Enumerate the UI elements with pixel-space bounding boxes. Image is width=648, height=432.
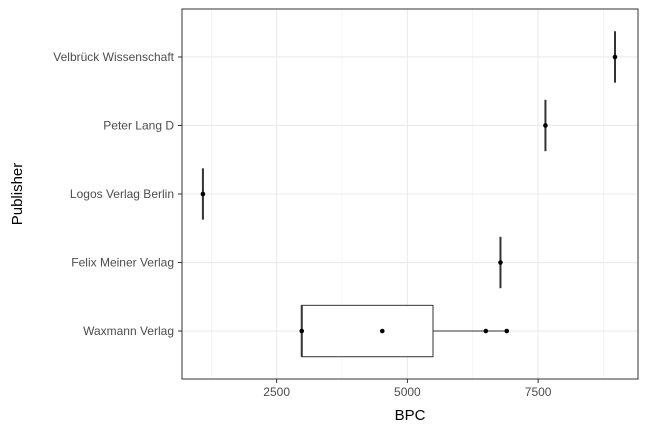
- y-axis: Waxmann Verlag Felix Meiner Verlag Logos V…: [53, 50, 182, 338]
- data-point: [299, 328, 305, 334]
- data-point: [612, 54, 618, 60]
- y-tick-label: Felix Meiner Verlag: [71, 256, 174, 270]
- grid-major: [182, 9, 638, 379]
- data-point: [498, 260, 503, 265]
- y-axis-title: Publisher: [9, 163, 26, 226]
- data-point: [504, 328, 510, 334]
- x-tick-label: 2500: [263, 385, 290, 399]
- x-tick-label: 5000: [394, 385, 421, 399]
- x-tick-label: 7500: [525, 385, 552, 399]
- y-tick-label: Waxmann Verlag: [83, 324, 174, 338]
- points: [200, 54, 618, 334]
- data-point: [200, 191, 206, 197]
- x-axis-title: BPC: [395, 407, 426, 424]
- data-point: [483, 328, 489, 334]
- data-point: [379, 328, 385, 334]
- y-tick-label: Peter Lang D: [103, 118, 174, 132]
- x-axis: 2500 5000 7500: [263, 379, 552, 399]
- boxplot-box: [301, 304, 434, 358]
- data-point: [543, 123, 548, 128]
- y-tick-label: Velbrück Wissenschaft: [53, 50, 174, 64]
- y-tick-label: Logos Verlag Berlin: [70, 187, 174, 201]
